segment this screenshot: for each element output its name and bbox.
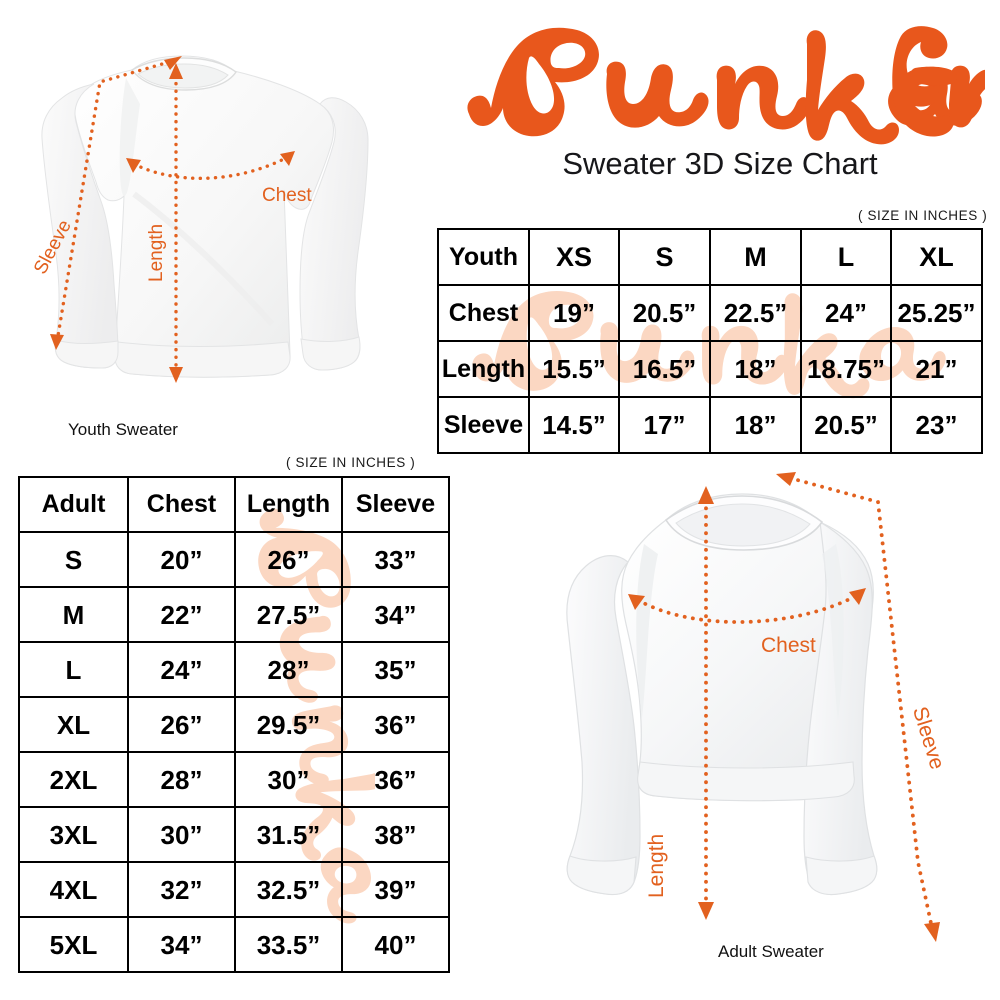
adult-size-table: Adult Chest Length Sleeve S 20” 26” 33” … [18, 476, 450, 973]
table-row: M 22” 27.5” 34” [18, 586, 450, 643]
youth-row-label-chest: Chest [437, 284, 530, 342]
adult-chest-2xl: 28” [127, 751, 236, 808]
adult-size-s: S [18, 531, 129, 588]
adult-sleeve-xl: 36” [341, 696, 450, 753]
table-row: Length 15.5” 16.5” 18” 18.75” 21” [437, 340, 983, 398]
youth-sleeve-m: 18” [709, 396, 802, 454]
adult-size-2xl: 2XL [18, 751, 129, 808]
table-row: Sleeve 14.5” 17” 18” 20.5” 23” [437, 396, 983, 454]
table-row: Chest 19” 20.5” 22.5” 24” 25.25” [437, 284, 983, 342]
table-row: L 24” 28” 35” [18, 641, 450, 698]
youth-chest-m: 22.5” [709, 284, 802, 342]
adult-sweater-caption: Adult Sweater [718, 942, 824, 961]
adult-size-m: M [18, 586, 129, 643]
youth-header-xs: XS [528, 228, 620, 286]
youth-table-header-row: Youth XS S M L XL [437, 228, 983, 286]
youth-row-label-length: Length [437, 340, 530, 398]
youth-header-label: Youth [437, 228, 530, 286]
youth-length-s: 16.5” [618, 340, 711, 398]
youth-chest-xl: 25.25” [890, 284, 983, 342]
page-title: Sweater 3D Size Chart [562, 146, 878, 181]
adult-header-size: Adult [18, 476, 129, 533]
adult-chest-5xl: 34” [127, 916, 236, 973]
table-row: XL 26” 29.5” 36” [18, 696, 450, 753]
adult-length-2xl: 30” [234, 751, 343, 808]
youth-chest-label: Chest [262, 185, 312, 206]
adult-size-xl: XL [18, 696, 129, 753]
youth-chest-s: 20.5” [618, 284, 711, 342]
table-row: 2XL 28” 30” 36” [18, 751, 450, 808]
adult-chest-m: 22” [127, 586, 236, 643]
youth-sleeve-s: 17” [618, 396, 711, 454]
adult-header-chest: Chest [127, 476, 236, 533]
youth-sweater-illustration [14, 34, 374, 409]
adult-sweater-illustration [490, 458, 990, 958]
adult-sleeve-s: 33” [341, 531, 450, 588]
table-row: S 20” 26” 33” [18, 531, 450, 588]
adult-chest-3xl: 30” [127, 806, 236, 863]
youth-sleeve-xs: 14.5” [528, 396, 620, 454]
youth-sleeve-l: 20.5” [800, 396, 892, 454]
table-row: 3XL 30” 31.5” 38” [18, 806, 450, 863]
adult-length-xl: 29.5” [234, 696, 343, 753]
adult-chest-label: Chest [761, 634, 816, 657]
adult-sleeve-m: 34” [341, 586, 450, 643]
adult-chest-4xl: 32” [127, 861, 236, 918]
adult-sleeve-4xl: 39” [341, 861, 450, 918]
adult-chest-s: 20” [127, 531, 236, 588]
adult-length-s: 26” [234, 531, 343, 588]
adult-header-sleeve: Sleeve [341, 476, 450, 533]
youth-length-m: 18” [709, 340, 802, 398]
adult-size-5xl: 5XL [18, 916, 129, 973]
adult-length-4xl: 32.5” [234, 861, 343, 918]
adult-sleeve-l: 35” [341, 641, 450, 698]
adult-size-3xl: 3XL [18, 806, 129, 863]
table-row: 4XL 32” 32.5” 39” [18, 861, 450, 918]
adult-chest-xl: 26” [127, 696, 236, 753]
adult-length-m: 27.5” [234, 586, 343, 643]
adult-length-label: Length [645, 833, 668, 898]
adult-length-3xl: 31.5” [234, 806, 343, 863]
youth-length-label: Length [146, 223, 167, 282]
dunkare-logo [455, 18, 985, 148]
youth-size-table: Youth XS S M L XL Chest 19” 20.5” 22.5” … [437, 228, 983, 454]
adult-size-unit-note: ( SIZE IN INCHES ) [286, 455, 416, 470]
youth-chest-xs: 19” [528, 284, 620, 342]
adult-sleeve-5xl: 40” [341, 916, 450, 973]
adult-chest-l: 24” [127, 641, 236, 698]
youth-header-l: L [800, 228, 892, 286]
adult-size-l: L [18, 641, 129, 698]
youth-header-m: M [709, 228, 802, 286]
adult-length-l: 28” [234, 641, 343, 698]
youth-sweater-caption: Youth Sweater [68, 420, 178, 439]
adult-length-5xl: 33.5” [234, 916, 343, 973]
adult-table-header-row: Adult Chest Length Sleeve [18, 476, 450, 533]
adult-size-4xl: 4XL [18, 861, 129, 918]
table-row: 5XL 34” 33.5” 40” [18, 916, 450, 973]
youth-header-s: S [618, 228, 711, 286]
youth-size-unit-note: ( SIZE IN INCHES ) [858, 208, 988, 223]
youth-sleeve-xl: 23” [890, 396, 983, 454]
youth-length-xs: 15.5” [528, 340, 620, 398]
youth-length-l: 18.75” [800, 340, 892, 398]
youth-chest-l: 24” [800, 284, 892, 342]
adult-header-length: Length [234, 476, 343, 533]
youth-header-xl: XL [890, 228, 983, 286]
youth-length-xl: 21” [890, 340, 983, 398]
adult-sleeve-2xl: 36” [341, 751, 450, 808]
adult-sleeve-3xl: 38” [341, 806, 450, 863]
youth-row-label-sleeve: Sleeve [437, 396, 530, 454]
